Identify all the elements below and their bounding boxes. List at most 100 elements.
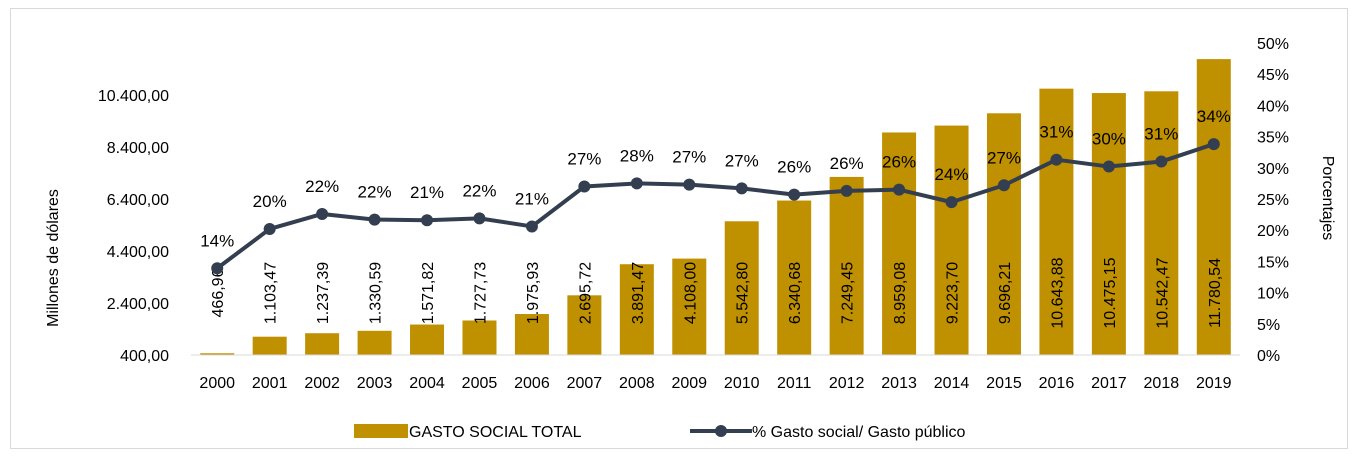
y2-axis-ticks: 0% 5% 10% 15% 20% 25% 30% 35% 40% 45% 50% (1257, 36, 1289, 365)
line-point-2007 (578, 180, 591, 193)
x-tick-label: 2008 (619, 375, 655, 392)
x-tick-label: 2001 (252, 375, 288, 392)
y-tick-label: 4.400,00 (107, 244, 169, 261)
pct-value-label: 28% (620, 146, 654, 165)
y2-tick-label: 40% (1257, 98, 1289, 115)
bar-2013 (882, 132, 917, 355)
x-tick-label: 2004 (409, 375, 445, 392)
bar-value-label: 11.780,54 (1207, 258, 1224, 328)
pct-value-label: 31% (1039, 123, 1073, 142)
bar-value-label: 9.696,21 (997, 262, 1014, 324)
line-point-2000 (211, 262, 224, 275)
line-point-2016 (1050, 153, 1063, 166)
y2-tick-label: 15% (1257, 254, 1289, 271)
x-tick-label: 2014 (934, 375, 970, 392)
bar-value-label: 1.330,59 (368, 262, 385, 324)
y2-tick-label: 20% (1257, 223, 1289, 240)
line-point-2019 (1207, 138, 1220, 151)
bar-2008 (619, 264, 654, 355)
bar-value-label: 7.249,45 (840, 262, 857, 324)
pct-value-label: 34% (1197, 107, 1231, 126)
line-point-2012 (840, 184, 853, 197)
y-tick-label: 8.400,00 (107, 140, 169, 157)
line-point-2015 (997, 179, 1010, 192)
pct-value-label: 27% (725, 151, 759, 170)
bar-value-label: 1.975,93 (525, 262, 542, 324)
x-axis-ticks: 2000 2001 2002 2003 2004 2005 2006 2007 2008 2009… (199, 375, 1231, 392)
bar-2003 (357, 330, 392, 355)
pct-value-label: 20% (253, 192, 287, 211)
bar-2014 (934, 125, 969, 355)
bar-2018 (1144, 91, 1179, 355)
pct-value-label: 14% (200, 231, 234, 250)
bar-value-label: 10.475,15 (1102, 257, 1119, 328)
x-tick-label: 2002 (304, 375, 340, 392)
bars-layer (200, 59, 1231, 356)
bar-2002 (305, 333, 340, 355)
line-point-2005 (473, 212, 486, 225)
y2-tick-label: 0% (1257, 348, 1280, 365)
pct-value-label: 27% (567, 150, 601, 169)
bar-2000 (200, 353, 235, 355)
legend-bar-swatch (354, 424, 408, 438)
pct-value-label: 22% (305, 177, 339, 196)
bar-value-label: 1.571,82 (420, 262, 437, 324)
bar-value-label: 3.891,47 (630, 262, 647, 324)
pct-value-label: 30% (1092, 130, 1126, 149)
y2-tick-label: 50% (1257, 36, 1289, 53)
pct-value-label: 21% (515, 189, 549, 208)
bar-2005 (462, 320, 497, 355)
y-axis-ticks: 400,00 2.400,00 4.400,00 6.400,00 8.400,00 10… (98, 88, 169, 365)
bar-2017 (1091, 93, 1126, 356)
x-tick-label: 2015 (986, 375, 1022, 392)
bar-value-label: 4.108,00 (682, 262, 699, 324)
pct-value-label: 21% (410, 183, 444, 202)
line-point-2013 (893, 183, 906, 196)
bar-2015 (986, 113, 1021, 355)
bar-value-label: 466,96 (210, 268, 227, 317)
bar-2007 (567, 295, 602, 355)
y-tick-label: 400,00 (120, 348, 169, 365)
y-tick-label: 2.400,00 (107, 296, 169, 313)
bar-value-label: 1.237,39 (315, 262, 332, 324)
bar-value-label: 10.643,88 (1049, 257, 1066, 328)
legend-line-marker (715, 425, 727, 437)
x-tick-label: 2011 (777, 375, 812, 392)
line-point-2018 (1155, 155, 1168, 168)
bar-value-label: 1.727,73 (472, 262, 489, 324)
series-line (216, 142, 1215, 270)
y2-tick-label: 10% (1257, 286, 1289, 303)
line-point-2006 (525, 220, 538, 233)
y2-tick-label: 35% (1257, 130, 1289, 147)
bar-2004 (410, 324, 445, 355)
x-tick-label: 2016 (1039, 375, 1075, 392)
bar-2010 (724, 221, 759, 355)
line-point-2009 (683, 178, 696, 191)
pct-value-label: 26% (882, 153, 916, 172)
pct-value-label: 22% (462, 181, 496, 200)
line-layer (211, 138, 1220, 275)
bar-value-label: 10.542,47 (1154, 257, 1171, 328)
line-point-2002 (316, 207, 329, 220)
x-tick-label: 2012 (829, 375, 865, 392)
legend-bar-label: GASTO SOCIAL TOTAL (409, 424, 582, 441)
line-point-2004 (421, 214, 434, 227)
bar-2006 (514, 314, 549, 355)
bar-2001 (252, 336, 287, 355)
x-tick-label: 2006 (514, 375, 550, 392)
bar-2011 (777, 200, 812, 355)
y2-tick-label: 25% (1257, 192, 1289, 209)
pct-value-label: 27% (987, 148, 1021, 167)
pct-value-label: 24% (935, 165, 969, 184)
line-point-2017 (1102, 160, 1115, 173)
x-tick-label: 2000 (199, 375, 235, 392)
pct-value-label: 27% (672, 148, 706, 167)
pct-value-label: 26% (830, 154, 864, 173)
bar-value-label: 5.542,80 (735, 262, 752, 324)
bar-2012 (829, 176, 864, 355)
pct-value-label: 31% (1144, 125, 1178, 144)
line-point-2008 (630, 177, 643, 190)
legend: GASTO SOCIAL TOTAL % Gasto social/ Gasto… (354, 424, 966, 441)
line-point-2001 (263, 222, 276, 235)
